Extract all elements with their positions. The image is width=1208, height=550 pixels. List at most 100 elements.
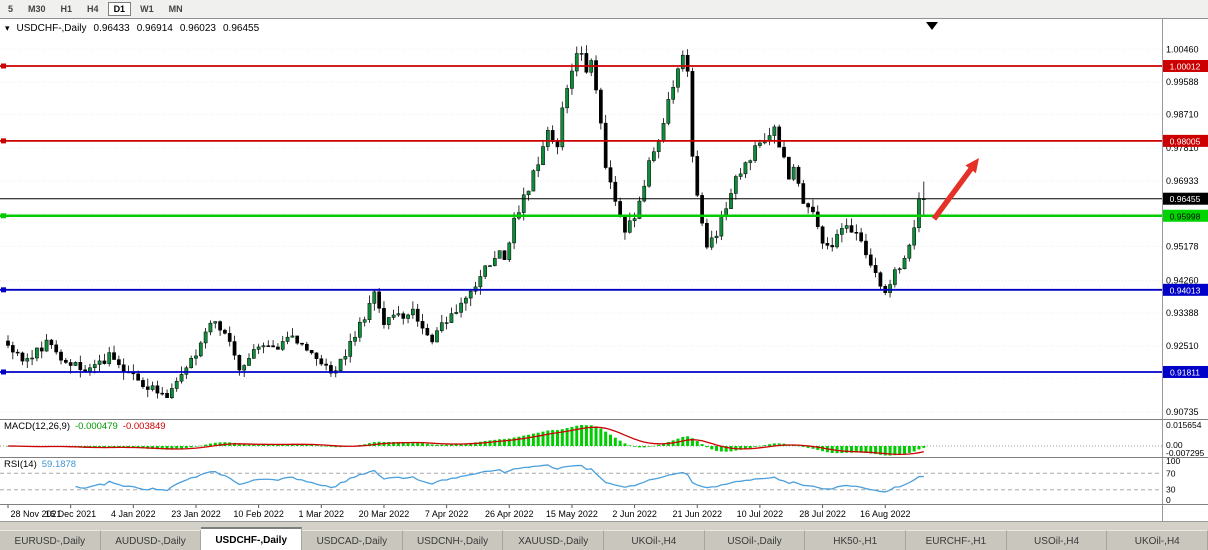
line-handle[interactable]	[1, 138, 6, 144]
tab-ukoil-h4[interactable]: UKOil-,H4	[604, 530, 705, 550]
candle	[39, 347, 44, 352]
timeframe-button-h4[interactable]: H4	[87, 4, 99, 14]
macd-bar	[474, 442, 478, 446]
chevron-down-icon[interactable]: ▾	[5, 23, 10, 33]
line-handle[interactable]	[1, 369, 6, 375]
macd-bar	[170, 446, 174, 450]
timeframe-button-h1[interactable]: H1	[60, 4, 73, 14]
tab-ukoil-h4[interactable]: UKOil-,H4	[1107, 530, 1208, 550]
candle	[541, 146, 545, 165]
timeframe-button-m30[interactable]: M30	[28, 4, 46, 14]
macd-bar	[854, 446, 858, 453]
macd-bar	[883, 446, 887, 456]
candle	[391, 314, 396, 318]
tab-usoil-h4[interactable]: USOil-,H4	[1006, 530, 1108, 550]
timeframe-button-d1[interactable]: D1	[107, 2, 132, 16]
line-handle[interactable]	[1, 287, 6, 293]
tab-xauusd-daily[interactable]: XAUUSD-,Daily	[503, 530, 605, 550]
tab-usdchf-daily[interactable]: USDCHF-,Daily	[201, 527, 303, 550]
macd-bar	[314, 445, 318, 446]
candle	[280, 341, 285, 350]
candle	[656, 140, 661, 152]
macd-bar	[522, 435, 526, 446]
candle	[531, 170, 536, 192]
macd-bar	[493, 439, 497, 446]
macd-bar	[396, 442, 400, 446]
candle	[117, 359, 121, 365]
candle	[266, 345, 271, 347]
candle	[700, 195, 704, 224]
candle	[584, 53, 589, 73]
candle	[189, 357, 194, 369]
candle	[709, 237, 714, 248]
price-axis-label: 0.99588	[1166, 77, 1199, 87]
quote-low: 0.96023	[179, 23, 216, 34]
date-label: 4 Jan 2022	[111, 509, 156, 519]
macd-bar	[440, 444, 444, 446]
line-handle[interactable]	[1, 213, 6, 219]
candle	[112, 352, 116, 360]
macd-bar	[160, 446, 164, 450]
candle	[647, 160, 651, 187]
tab-usoil-daily[interactable]: USOil-,Daily	[704, 530, 806, 550]
tab-hk50-h1[interactable]: HK50-,H1	[805, 530, 907, 550]
timeframe-button-w1[interactable]: W1	[140, 4, 154, 14]
macd-bar	[175, 446, 179, 450]
tab-eurchf-h1[interactable]: EURCHF-,H1	[906, 530, 1007, 550]
macd-bar	[739, 446, 743, 450]
candle	[642, 185, 647, 202]
macd-bar	[869, 446, 873, 454]
macd-bar	[633, 446, 637, 447]
date-label: 28 Nov 2021	[10, 509, 61, 519]
macd-bar	[261, 444, 265, 446]
candle	[44, 339, 49, 352]
macd-bar	[266, 444, 270, 446]
candle	[435, 330, 439, 343]
macd-bar	[565, 428, 569, 446]
macd-bar	[276, 444, 280, 446]
candle	[430, 334, 435, 343]
candle	[242, 365, 247, 371]
tab-usdcad-daily[interactable]: USDCAD-,Daily	[302, 530, 403, 550]
candle	[637, 200, 642, 219]
candle	[319, 358, 324, 365]
tab-usdcnh-daily[interactable]: USDCNH-,Daily	[402, 530, 504, 550]
macd-bar	[310, 444, 314, 446]
candle	[738, 173, 743, 177]
macd-bar	[796, 445, 800, 447]
macd-bar	[483, 440, 487, 446]
candle	[893, 269, 897, 285]
candle	[912, 227, 917, 246]
candle	[218, 321, 222, 331]
macd-bar	[122, 446, 126, 448]
date-label: 10 Feb 2022	[233, 509, 284, 519]
candle	[608, 167, 613, 183]
line-handle[interactable]	[1, 63, 6, 69]
candle	[194, 355, 198, 359]
candle	[49, 339, 54, 346]
macd-bar	[204, 444, 208, 446]
candle	[521, 194, 526, 213]
price-badge-0.91811: 0.91811	[1163, 365, 1208, 378]
macd-bar	[840, 446, 844, 454]
macd-bar	[768, 444, 772, 446]
candle	[425, 327, 430, 336]
candle	[507, 242, 512, 260]
candle	[888, 284, 892, 293]
timeframe-button-mn[interactable]: MN	[168, 4, 183, 14]
macd-bar	[445, 444, 449, 446]
date-label: 23 Jan 2022	[171, 509, 221, 519]
macd-bar	[748, 446, 752, 448]
trend-arrow-annotation[interactable]	[931, 158, 979, 221]
candle	[102, 360, 107, 364]
candle	[753, 145, 757, 161]
price-axis-label: 0.95178	[1166, 241, 1199, 251]
macd-bar	[835, 446, 839, 454]
tab-audusd-daily[interactable]: AUDUSD-,Daily	[100, 530, 202, 550]
timeframe-button-5[interactable]: 5	[8, 4, 14, 14]
candle	[917, 198, 921, 229]
candle	[179, 374, 184, 382]
tab-eurusd-daily[interactable]: EURUSD-,Daily	[0, 530, 101, 550]
price-axis-label: 0.93388	[1166, 308, 1199, 318]
